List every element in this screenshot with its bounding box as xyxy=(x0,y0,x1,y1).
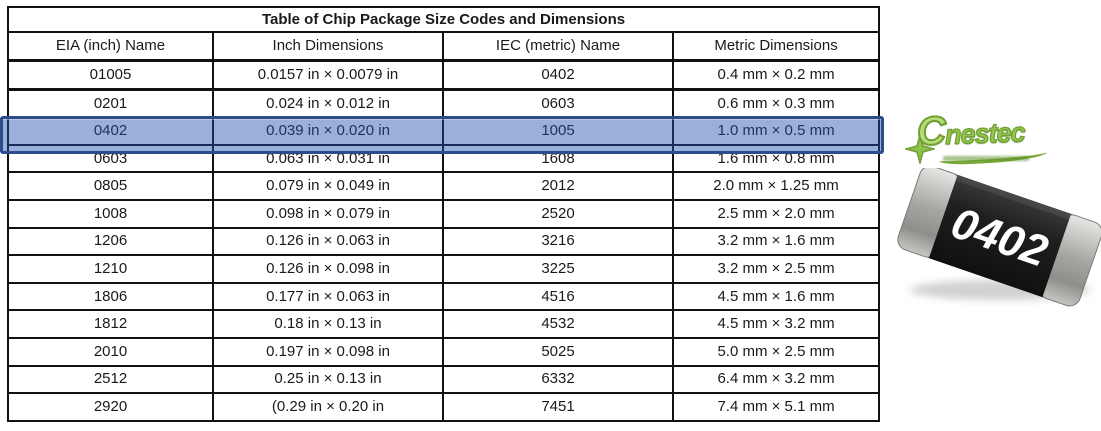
table-cell: 0402 xyxy=(442,59,674,91)
table-cell: 4.5 mm × 1.6 mm xyxy=(671,281,881,312)
table-cell: 0.4 mm × 0.2 mm xyxy=(671,59,881,91)
chip-photo: 0402 xyxy=(896,165,1101,313)
table-cell: 1812 xyxy=(7,309,214,339)
table-cell: 7451 xyxy=(442,392,674,422)
chip-0402-image: 0402 xyxy=(897,165,1101,307)
table-cell: 0.6 mm × 0.3 mm xyxy=(671,88,881,119)
column-header-iec-name: IEC (metric) Name xyxy=(442,31,674,62)
column-header-eia-name: EIA (inch) Name xyxy=(7,31,214,62)
table-row: 0805 0.079 in × 0.049 in 2012 2.0 mm × 1.25… xyxy=(7,171,881,201)
table-cell: 0.079 in × 0.049 in xyxy=(212,171,444,201)
table-cell: 2920 xyxy=(7,392,214,422)
table-cell: 2520 xyxy=(442,198,674,229)
table-cell: 01005 xyxy=(7,59,214,91)
table-cell: 0201 xyxy=(7,88,214,119)
table-cell: 3225 xyxy=(442,254,674,284)
table-cell: 0.0157 in × 0.0079 in xyxy=(212,59,444,91)
table-cell: 7.4 mm × 5.1 mm xyxy=(671,392,881,422)
table-cell: 0603 xyxy=(442,88,674,119)
table-cell: 4532 xyxy=(442,309,674,339)
table-row: 1210 0.126 in × 0.098 in 3225 3.2 mm × 2.5 … xyxy=(7,254,881,284)
table-cell: 3.2 mm × 2.5 mm xyxy=(671,254,881,284)
table-cell: 2512 xyxy=(7,364,214,395)
table-cell: 1005 xyxy=(442,116,674,146)
brand-name: nestec xyxy=(944,117,1026,151)
column-header-inch-dims: Inch Dimensions xyxy=(212,31,444,62)
table-row: 0201 0.024 in × 0.012 in 0603 0.6 mm × 0.3 … xyxy=(7,88,881,119)
table-cell: 1608 xyxy=(442,143,674,174)
table-body: 01005 0.0157 in × 0.0079 in 0402 0.4 mm × 0… xyxy=(7,59,881,422)
table-row: 2512 0.25 in × 0.13 in 6332 6.4 mm × 3.2 mm xyxy=(7,364,881,395)
table-header-row: EIA (inch) Name Inch Dimensions IEC (met… xyxy=(7,31,881,62)
table-cell: (0.29 in × 0.20 in xyxy=(212,392,444,422)
row-highlight-0402 xyxy=(0,116,884,154)
table-cell: 0.126 in × 0.063 in xyxy=(212,226,444,257)
table-row: 1008 0.098 in × 0.079 in 2520 2.5 mm × 2.0 … xyxy=(7,198,881,229)
table-cell: 1.6 mm × 0.8 mm xyxy=(671,143,881,174)
table-row: 01005 0.0157 in × 0.0079 in 0402 0.4 mm × 0… xyxy=(7,59,881,91)
table-cell: 6.4 mm × 3.2 mm xyxy=(671,364,881,395)
table-title: Table of Chip Package Size Codes and Dim… xyxy=(6,6,881,33)
star-icon xyxy=(905,134,935,164)
table-cell: 0.197 in × 0.098 in xyxy=(212,336,444,367)
table-cell: 2.0 mm × 1.25 mm xyxy=(671,171,881,201)
table-cell: 1806 xyxy=(7,281,214,312)
table-title-row: Table of Chip Package Size Codes and Dim… xyxy=(6,6,881,33)
table-cell: 1206 xyxy=(7,226,214,257)
table-cell: 3.2 mm × 1.6 mm xyxy=(671,226,881,257)
table-cell: 0.024 in × 0.012 in xyxy=(212,88,444,119)
table-cell: 3216 xyxy=(442,226,674,257)
table-row: 1812 0.18 in × 0.13 in 4532 4.5 mm × 3.2 mm xyxy=(7,309,881,339)
table-cell: 4.5 mm × 3.2 mm xyxy=(671,309,881,339)
table-row: 1206 0.126 in × 0.063 in 3216 3.2 mm × 1.6 … xyxy=(7,226,881,257)
brand-initial: C xyxy=(915,108,946,155)
table-cell: 0.18 in × 0.13 in xyxy=(212,309,444,339)
table-cell: 0.126 in × 0.098 in xyxy=(212,254,444,284)
table-cell: 2.5 mm × 2.0 mm xyxy=(671,198,881,229)
table-row: 0603 0.063 in × 0.031 in 1608 1.6 mm × 0.8 … xyxy=(7,143,881,174)
table-row: 1806 0.177 in × 0.063 in 4516 4.5 mm × 1.6 … xyxy=(7,281,881,312)
package-size-table: Table of Chip Package Size Codes and Dim… xyxy=(6,6,881,422)
brand-wordmark: Cnestec xyxy=(915,106,1026,155)
table-cell: 4516 xyxy=(442,281,674,312)
table-cell: 0.177 in × 0.063 in xyxy=(212,281,444,312)
column-header-metric-dims: Metric Dimensions xyxy=(671,31,881,62)
table-cell: 0402 xyxy=(7,116,214,146)
table-cell: 6332 xyxy=(442,364,674,395)
table-cell: 2010 xyxy=(7,336,214,367)
table-row: 2010 0.197 in × 0.098 in 5025 5.0 mm × 2.5 … xyxy=(7,336,881,367)
table-cell: 5.0 mm × 2.5 mm xyxy=(671,336,881,367)
logo-tagline-strip xyxy=(943,156,1029,161)
table-cell: 2012 xyxy=(442,171,674,201)
chip-body-highlight xyxy=(955,174,1072,220)
table-cell: 0603 xyxy=(7,143,214,174)
table-cell: 0805 xyxy=(7,171,214,201)
chip-body xyxy=(928,174,1072,298)
table-row: 2920 (0.29 in × 0.20 in 7451 7.4 mm × 5.1 m… xyxy=(7,392,881,422)
table-cell: 0.063 in × 0.031 in xyxy=(212,143,444,174)
table-cell: 0.25 in × 0.13 in xyxy=(212,364,444,395)
table-cell: 0.098 in × 0.079 in xyxy=(212,198,444,229)
table-cell: 1210 xyxy=(7,254,214,284)
table-cell: 1008 xyxy=(7,198,214,229)
brand-logo: Cnestec xyxy=(905,104,1065,170)
table-row: 0402 0.039 in × 0.020 in 1005 1.0 mm × 0.5 … xyxy=(7,116,881,146)
table-cell: 5025 xyxy=(442,336,674,367)
